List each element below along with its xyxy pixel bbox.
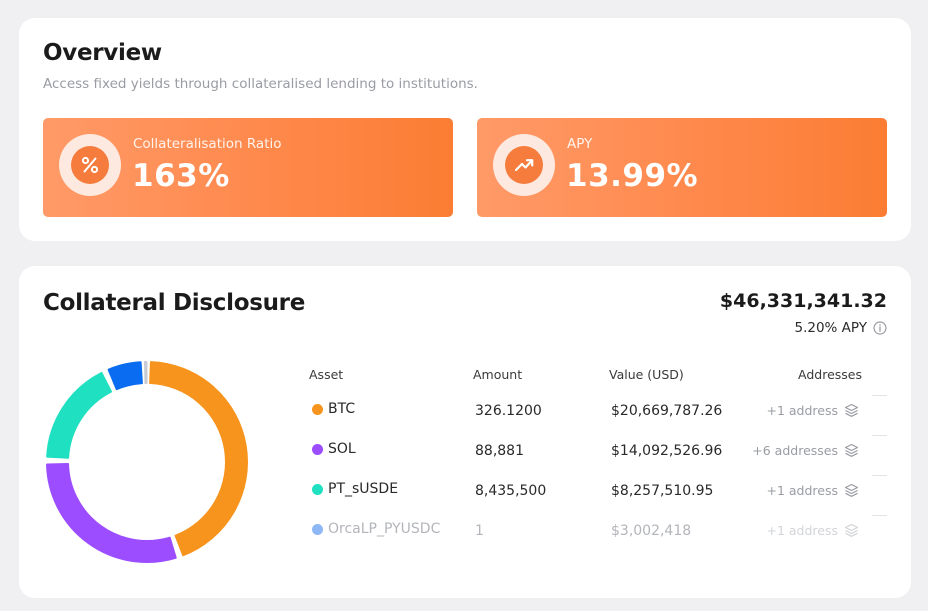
donut-slice-other[interactable] [143, 361, 148, 385]
addresses-count[interactable]: +1 address [766, 523, 838, 538]
value-cell: $3,002,418 [611, 523, 692, 539]
info-icon[interactable] [873, 321, 887, 335]
row-divider [872, 395, 887, 396]
amount-cell: 88,881 [475, 443, 524, 459]
asset-cell: PT_sUSDE [312, 481, 398, 497]
collateral-donut-chart [46, 361, 248, 563]
overview-title: Overview [43, 40, 162, 66]
donut-slice-btc[interactable] [149, 361, 248, 557]
addresses-count[interactable]: +1 address [766, 483, 838, 498]
donut-slice-orcalp-pyusdc[interactable] [107, 361, 143, 391]
donut-slice-pt-susde[interactable] [46, 371, 113, 459]
asset-color-dot [312, 443, 323, 455]
addresses-cell[interactable]: +6 addresses [752, 443, 859, 458]
total-apy-text: 5.20% APY [794, 320, 867, 336]
collateral-title: Collateral Disclosure [43, 290, 306, 316]
asset-name: PT_sUSDE [328, 481, 399, 497]
addresses-count[interactable]: +1 address [766, 403, 838, 418]
collateralisation-ratio-value: 163% [132, 158, 230, 194]
layers-icon[interactable] [844, 443, 859, 458]
asset-name: SOL [328, 441, 356, 457]
asset-cell: BTC [312, 401, 355, 417]
apy-label: APY [567, 136, 593, 152]
overview-card: Overview Access fixed yields through col… [19, 18, 911, 241]
table-row-sol[interactable]: SOL 88,881 $14,092,526.96 +6 addresses [19, 436, 911, 476]
overview-subtitle: Access fixed yields through collateralis… [43, 76, 478, 92]
column-header-amount: Amount [473, 367, 523, 382]
percent-icon [71, 146, 109, 184]
apy-value: 13.99% [566, 158, 699, 194]
collateralisation-ratio-label: Collateralisation Ratio [133, 136, 282, 152]
layers-icon[interactable] [844, 483, 859, 498]
asset-color-dot [312, 403, 323, 415]
percent-icon-badge [59, 134, 121, 196]
apy-tile: APY 13.99% [477, 118, 887, 217]
row-divider [872, 515, 887, 516]
layers-icon[interactable] [844, 403, 859, 418]
addresses-count[interactable]: +6 addresses [752, 443, 838, 458]
donut-slice-sol[interactable] [46, 462, 177, 563]
trending-up-icon [505, 146, 543, 184]
row-divider [872, 475, 887, 476]
value-cell: $8,257,510.95 [611, 483, 714, 499]
row-divider [872, 435, 887, 436]
collateral-total-apy: 5.20% APY [794, 320, 887, 336]
collateral-total-value: $46,331,341.32 [719, 290, 887, 312]
amount-cell: 326.1200 [475, 403, 542, 419]
collateralisation-ratio-tile: Collateralisation Ratio 163% [43, 118, 453, 217]
asset-cell: SOL [312, 441, 356, 457]
collateral-disclosure-card: Collateral Disclosure $46,331,341.32 5.2… [19, 266, 911, 598]
value-cell: $14,092,526.96 [611, 443, 723, 459]
column-header-value: Value (USD) [609, 367, 684, 382]
table-row-pt-susde[interactable]: PT_sUSDE 8,435,500 $8,257,510.95 +1 addr… [19, 476, 911, 516]
column-header-addresses: Addresses [798, 367, 862, 382]
column-header-asset: Asset [309, 367, 344, 382]
table-row-orcalp-pyusdc[interactable]: OrcaLP_PYUSDC 1 $3,002,418 +1 address [19, 516, 911, 556]
amount-cell: 8,435,500 [475, 483, 547, 499]
addresses-cell[interactable]: +1 address [766, 483, 859, 498]
asset-cell: OrcaLP_PYUSDC [312, 521, 440, 537]
addresses-cell[interactable]: +1 address [766, 523, 859, 538]
value-cell: $20,669,787.26 [611, 403, 723, 419]
asset-color-dot [312, 483, 323, 495]
table-row-btc[interactable]: BTC 326.1200 $20,669,787.26 +1 address [19, 396, 911, 436]
layers-icon[interactable] [844, 523, 859, 538]
asset-color-dot [312, 523, 323, 535]
asset-name: BTC [328, 401, 356, 417]
addresses-cell[interactable]: +1 address [766, 403, 859, 418]
asset-name: OrcaLP_PYUSDC [328, 521, 441, 537]
amount-cell: 1 [475, 523, 484, 539]
trending-up-icon-badge [493, 134, 555, 196]
